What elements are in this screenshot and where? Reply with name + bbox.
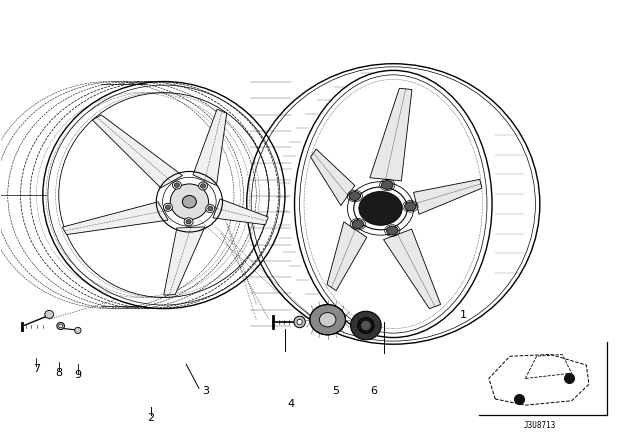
Ellipse shape — [352, 220, 364, 228]
Text: 7: 7 — [33, 364, 40, 374]
Polygon shape — [383, 229, 440, 309]
Text: 4: 4 — [288, 399, 295, 409]
Text: 9: 9 — [74, 370, 81, 380]
Text: 5: 5 — [332, 386, 339, 396]
Ellipse shape — [297, 319, 302, 325]
Ellipse shape — [294, 316, 305, 328]
Ellipse shape — [198, 182, 207, 190]
Ellipse shape — [362, 321, 371, 330]
Ellipse shape — [349, 192, 360, 201]
Ellipse shape — [351, 311, 381, 340]
Ellipse shape — [182, 195, 196, 208]
Polygon shape — [327, 222, 367, 291]
Ellipse shape — [358, 318, 374, 333]
Ellipse shape — [206, 205, 215, 213]
Ellipse shape — [59, 324, 63, 328]
Ellipse shape — [200, 184, 205, 188]
Ellipse shape — [359, 191, 402, 225]
Ellipse shape — [163, 203, 172, 211]
Ellipse shape — [208, 207, 213, 211]
Polygon shape — [62, 202, 168, 235]
Ellipse shape — [186, 220, 191, 224]
Text: 6: 6 — [371, 386, 378, 396]
Polygon shape — [164, 227, 205, 295]
Text: J3U8713: J3U8713 — [524, 421, 556, 430]
Ellipse shape — [57, 323, 65, 330]
Ellipse shape — [45, 310, 54, 319]
Text: 3: 3 — [202, 386, 209, 396]
Ellipse shape — [310, 305, 346, 335]
Ellipse shape — [184, 218, 193, 226]
Ellipse shape — [165, 205, 170, 210]
Ellipse shape — [75, 327, 81, 333]
Polygon shape — [310, 149, 355, 206]
Polygon shape — [92, 115, 182, 188]
Ellipse shape — [170, 184, 209, 220]
Ellipse shape — [381, 181, 393, 190]
Ellipse shape — [387, 226, 398, 235]
Text: 8: 8 — [55, 368, 62, 378]
Text: 1: 1 — [460, 310, 467, 320]
Polygon shape — [413, 179, 482, 214]
Ellipse shape — [404, 202, 416, 211]
Ellipse shape — [319, 313, 336, 327]
Polygon shape — [213, 199, 268, 225]
Ellipse shape — [172, 181, 181, 189]
Polygon shape — [370, 88, 412, 181]
Polygon shape — [193, 109, 227, 185]
Text: 2: 2 — [148, 413, 155, 422]
Ellipse shape — [174, 183, 179, 187]
